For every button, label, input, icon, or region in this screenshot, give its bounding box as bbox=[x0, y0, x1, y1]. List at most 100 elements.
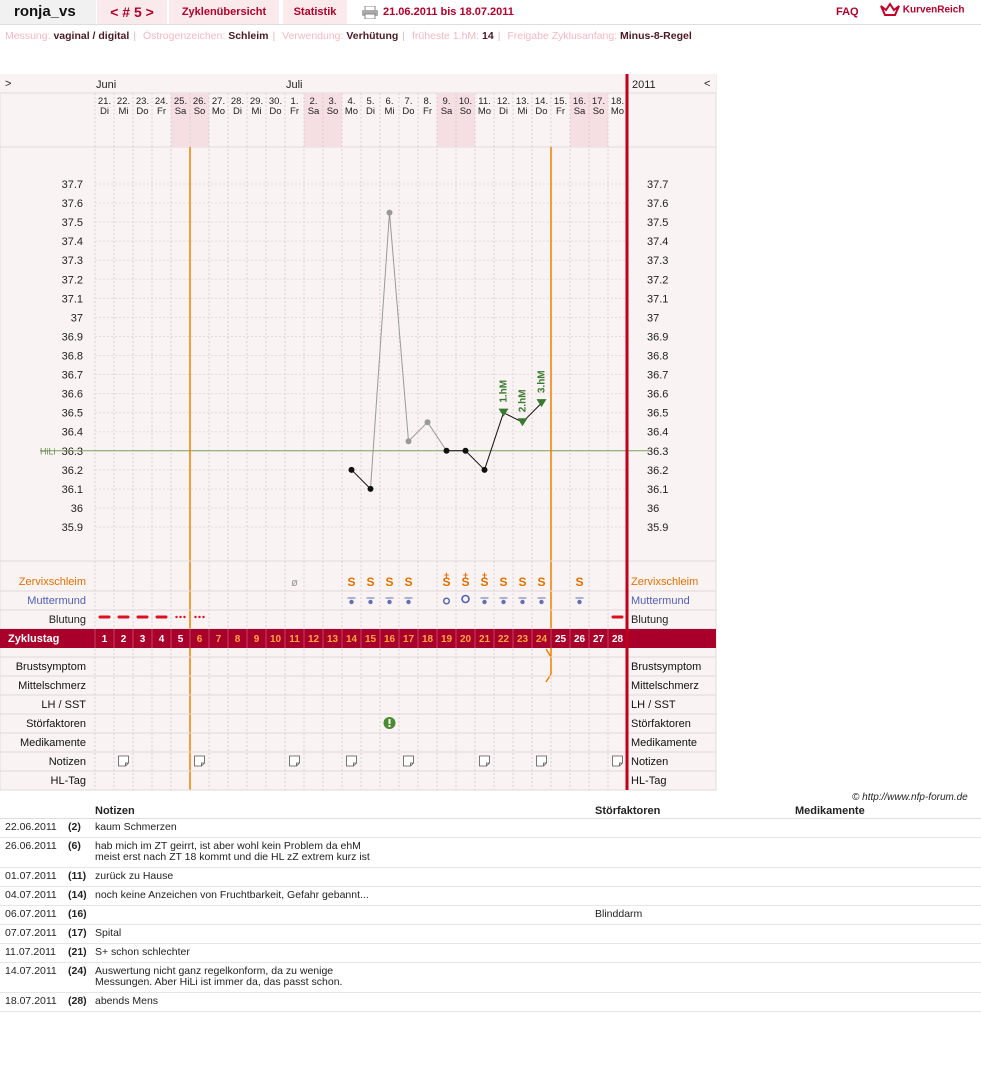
note-icon[interactable] bbox=[612, 755, 623, 767]
day-weekday-label: Mi bbox=[517, 106, 527, 117]
row-label-left: Zervixschleim bbox=[19, 576, 86, 588]
high-measurement-marker bbox=[517, 418, 528, 427]
row-label-left: Blutung bbox=[49, 614, 86, 626]
cycle-day-number: 4 bbox=[159, 634, 165, 645]
tab-zyklenuebersicht[interactable]: Zyklenübersicht bbox=[169, 0, 279, 24]
cycle-day-number: 21 bbox=[479, 634, 491, 645]
mucus-symbol: S bbox=[404, 575, 412, 589]
temperature-point bbox=[405, 438, 412, 445]
day-date-label: 8. bbox=[424, 96, 432, 107]
note-icon-fold bbox=[486, 762, 490, 766]
note-row: 07.07.2011 (17) Spital bbox=[0, 925, 981, 944]
day-weekday-label: So bbox=[327, 106, 339, 117]
month-label: Juli bbox=[286, 79, 303, 91]
y-tick-label-right: 36.5 bbox=[647, 408, 668, 420]
mucus-symbol: S bbox=[537, 575, 545, 589]
note-row: 22.06.2011 (2) kaum Schmerzen bbox=[0, 819, 981, 838]
cycle-day-number: 9 bbox=[254, 634, 260, 645]
y-tick-label-right: 37.1 bbox=[647, 293, 668, 305]
note-icon[interactable] bbox=[289, 755, 300, 767]
day-date-label: 22. bbox=[117, 96, 130, 107]
y-tick-label-right: 37.2 bbox=[647, 274, 668, 286]
spotting-mark bbox=[183, 615, 186, 619]
cycle-day-number: 28 bbox=[612, 634, 624, 645]
note-icon[interactable] bbox=[479, 755, 490, 767]
info-label-hm: früheste 1.hM: bbox=[411, 30, 480, 42]
y-tick-label-right: 36.9 bbox=[647, 331, 668, 343]
day-weekday-label: Di bbox=[499, 106, 508, 117]
y-tick-label-right: 36.8 bbox=[647, 351, 668, 363]
row-label-left: HL-Tag bbox=[51, 775, 86, 787]
mucus-plus: + bbox=[482, 570, 487, 580]
day-date-label: 4. bbox=[348, 96, 356, 107]
note-icon[interactable] bbox=[118, 755, 129, 767]
temperature-point bbox=[348, 466, 355, 473]
cycle-day-number: 1 bbox=[102, 634, 108, 645]
spotting-mark bbox=[179, 615, 182, 619]
note-icon[interactable] bbox=[346, 755, 357, 767]
note-icon[interactable] bbox=[194, 755, 205, 767]
y-tick-label-left: 36 bbox=[71, 503, 83, 515]
cervix-symbol bbox=[443, 597, 451, 605]
y-tick-label-left: 36.8 bbox=[62, 351, 83, 363]
y-tick-label-right: 36.2 bbox=[647, 465, 668, 477]
spotting-mark bbox=[198, 615, 201, 619]
note-text: abends Mens bbox=[95, 995, 159, 1007]
temperature-line-segment bbox=[351, 469, 371, 490]
cycle-day-number: 18 bbox=[422, 634, 434, 645]
logo[interactable]: KurvenReich bbox=[880, 2, 964, 18]
y-tick-label-left: 36.5 bbox=[62, 408, 83, 420]
day-date-label: 15. bbox=[554, 96, 567, 107]
cervix-symbol bbox=[387, 599, 392, 605]
logo-text: KurvenReich bbox=[902, 4, 965, 16]
y-tick-label-left: 36.1 bbox=[62, 484, 83, 496]
high-measurement-marker bbox=[498, 408, 509, 417]
note-cycle-day: (14) bbox=[68, 889, 87, 901]
tab-statistik[interactable]: Statistik bbox=[283, 0, 347, 24]
note-cycle-day: (21) bbox=[68, 946, 87, 958]
y-tick-label-left: 36.2 bbox=[62, 465, 83, 477]
y-tick-label-left: 37.5 bbox=[62, 217, 83, 229]
mucus-symbol: S bbox=[442, 575, 450, 589]
row-label-right: Medikamente bbox=[631, 737, 697, 749]
note-text: Auswertung nicht ganz regelkonform, da z… bbox=[95, 965, 343, 988]
cycle-day-number: 5 bbox=[178, 634, 184, 645]
row-label-left: LH / SST bbox=[41, 699, 86, 711]
mucus-symbol: S bbox=[461, 575, 469, 589]
note-icon[interactable] bbox=[536, 755, 547, 767]
y-tick-label-left: 36.3 bbox=[62, 446, 83, 458]
username: ronja_vs bbox=[0, 0, 96, 24]
nav-prev-button[interactable]: > bbox=[5, 78, 11, 90]
day-weekday-label: Fr bbox=[556, 106, 565, 117]
day-weekday-label: Mi bbox=[251, 106, 261, 117]
y-tick-label-right: 37.6 bbox=[647, 198, 668, 210]
bleeding-mark bbox=[117, 615, 130, 619]
row-label-right: Brustsymptom bbox=[631, 661, 701, 673]
y-tick-label-left: 37.6 bbox=[62, 198, 83, 210]
day-weekday-label: So bbox=[593, 106, 605, 117]
bleeding-mark bbox=[155, 615, 168, 619]
note-icon-fold bbox=[619, 762, 623, 766]
faq-link[interactable]: FAQ bbox=[836, 6, 859, 18]
cycle-day-number: 8 bbox=[235, 634, 241, 645]
day-weekday-label: Fr bbox=[157, 106, 166, 117]
day-weekday-label: Mi bbox=[118, 106, 128, 117]
note-text: kaum Schmerzen bbox=[95, 821, 177, 833]
cycle-day-number: 7 bbox=[216, 634, 222, 645]
nav-next-button[interactable]: < bbox=[704, 78, 710, 90]
day-weekday-label: Fr bbox=[423, 106, 432, 117]
note-icon-fold bbox=[125, 762, 129, 766]
day-date-label: 5. bbox=[367, 96, 375, 107]
cycle-switcher[interactable]: < # 5 > bbox=[97, 0, 167, 24]
cycle-day-number: 12 bbox=[308, 634, 320, 645]
note-cycle-day: (6) bbox=[68, 840, 81, 852]
y-tick-label-right: 36.7 bbox=[647, 370, 668, 382]
temperature-point bbox=[481, 466, 488, 473]
cycle-day-number: 24 bbox=[536, 634, 548, 645]
day-date-label: 13. bbox=[516, 96, 529, 107]
note-text: zurück zu Hause bbox=[95, 870, 174, 882]
note-icon[interactable] bbox=[403, 755, 414, 767]
bleeding-mark bbox=[136, 615, 149, 619]
print-icon[interactable] bbox=[362, 5, 378, 19]
y-tick-label-right: 36.4 bbox=[647, 427, 668, 439]
